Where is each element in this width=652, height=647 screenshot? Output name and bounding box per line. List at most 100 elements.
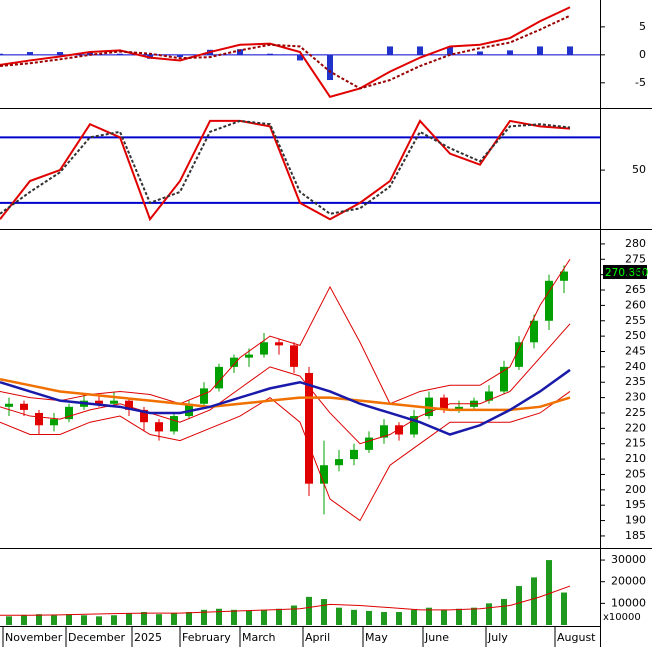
candle-body <box>410 416 418 435</box>
volume-bar <box>111 615 117 625</box>
y-tick-label: 190 <box>625 514 646 527</box>
volume-bar <box>6 616 12 625</box>
volume-bar <box>36 614 42 625</box>
histogram-bar <box>477 51 483 55</box>
y-tick-label: 270 <box>625 268 646 281</box>
volume-bar <box>561 592 567 625</box>
volume-bar <box>426 607 432 625</box>
indicator-line <box>0 119 571 215</box>
indicator-line <box>0 14 571 90</box>
volume-bar <box>96 616 102 625</box>
histogram-bar <box>117 53 123 55</box>
histogram-bar <box>57 52 63 55</box>
volume-bar <box>201 609 207 625</box>
candle-body <box>350 449 358 460</box>
volume-bar <box>396 612 402 625</box>
x-tick-label: 2025 <box>134 631 162 644</box>
y-tick-label: 220 <box>625 421 646 434</box>
volume-bar <box>501 599 507 625</box>
y-tick-label: 280 <box>625 237 646 250</box>
volume-bar <box>186 612 192 625</box>
y-tick-label: 30000 <box>611 553 646 566</box>
y-tick-label: 20000 <box>611 575 646 588</box>
x-tick-label: July <box>487 631 508 644</box>
candle-body <box>35 412 43 426</box>
candle-body <box>560 271 568 281</box>
volume-bar <box>156 614 162 625</box>
y-tick-label: -5 <box>635 76 646 89</box>
histogram-bar <box>567 46 573 55</box>
indicator-line <box>0 6 571 98</box>
candle-body <box>440 397 448 410</box>
x-tick-label: August <box>557 631 596 644</box>
volume-bar <box>381 612 387 625</box>
x-tick-label: December <box>68 631 126 644</box>
volume-bar <box>66 614 72 625</box>
last-price-label: 270.860 <box>605 267 648 279</box>
y-tick-label: 195 <box>625 498 646 511</box>
candle-body <box>395 425 403 435</box>
histogram-bar <box>267 53 273 55</box>
y-tick-label: 250 <box>625 329 646 342</box>
x-tick-label: March <box>242 631 276 644</box>
y-tick-label: 10000 <box>611 596 646 609</box>
candle-body <box>200 388 208 404</box>
volume-bar <box>531 577 537 625</box>
candle-body <box>290 345 298 367</box>
indicator-line <box>0 585 571 616</box>
volume-bar <box>546 560 552 625</box>
volume-bar <box>126 613 132 625</box>
candle-body <box>305 373 313 484</box>
y-tick-label: 240 <box>625 360 646 373</box>
volume-bar <box>171 613 177 625</box>
candle-body <box>170 416 178 432</box>
y-tick-label: 255 <box>625 314 646 327</box>
y-tick-label: 5 <box>639 20 646 33</box>
y-tick-label: 185 <box>625 529 646 542</box>
candle-body <box>260 342 268 355</box>
candle-body <box>110 400 118 404</box>
indicator-line <box>0 368 571 436</box>
y-tick-label: 205 <box>625 467 646 480</box>
candle-body <box>455 406 463 410</box>
volume-bar <box>291 605 297 625</box>
candle-body <box>500 366 508 392</box>
y-tick-label: 50 <box>632 163 646 176</box>
candle-body <box>515 342 523 367</box>
x-tick-label: April <box>305 631 330 644</box>
indicator-line <box>0 377 571 412</box>
candle-body <box>230 357 238 367</box>
candle-body <box>20 403 28 410</box>
histogram-bar <box>447 46 453 55</box>
histogram-bar <box>27 52 33 55</box>
histogram-bar <box>0 53 3 55</box>
indicator-line <box>0 119 571 222</box>
volume-bar <box>516 586 522 625</box>
volume-bar <box>321 599 327 625</box>
y-tick-label: 225 <box>625 406 646 419</box>
volume-bar <box>141 612 147 625</box>
candle-body <box>95 400 103 404</box>
volume-bar <box>51 615 57 625</box>
candle-body <box>365 437 373 450</box>
volume-bar <box>411 609 417 625</box>
indicator-line <box>0 259 571 405</box>
histogram-bar <box>297 54 303 61</box>
y-tick-label: 275 <box>625 252 646 265</box>
histogram-bar <box>507 50 513 55</box>
histogram-bar <box>237 49 243 55</box>
volume-bar <box>441 609 447 625</box>
histogram-bar <box>417 46 423 55</box>
candle-body <box>485 391 493 401</box>
candle-body <box>50 419 58 426</box>
candle-body <box>335 459 343 466</box>
volume-bar <box>231 609 237 625</box>
y-tick-label: 245 <box>625 344 646 357</box>
x-tick-label: February <box>182 631 231 644</box>
volume-bar <box>306 596 312 625</box>
histogram-bar <box>537 46 543 55</box>
volume-bar <box>276 608 282 625</box>
histogram-bar <box>87 52 93 55</box>
